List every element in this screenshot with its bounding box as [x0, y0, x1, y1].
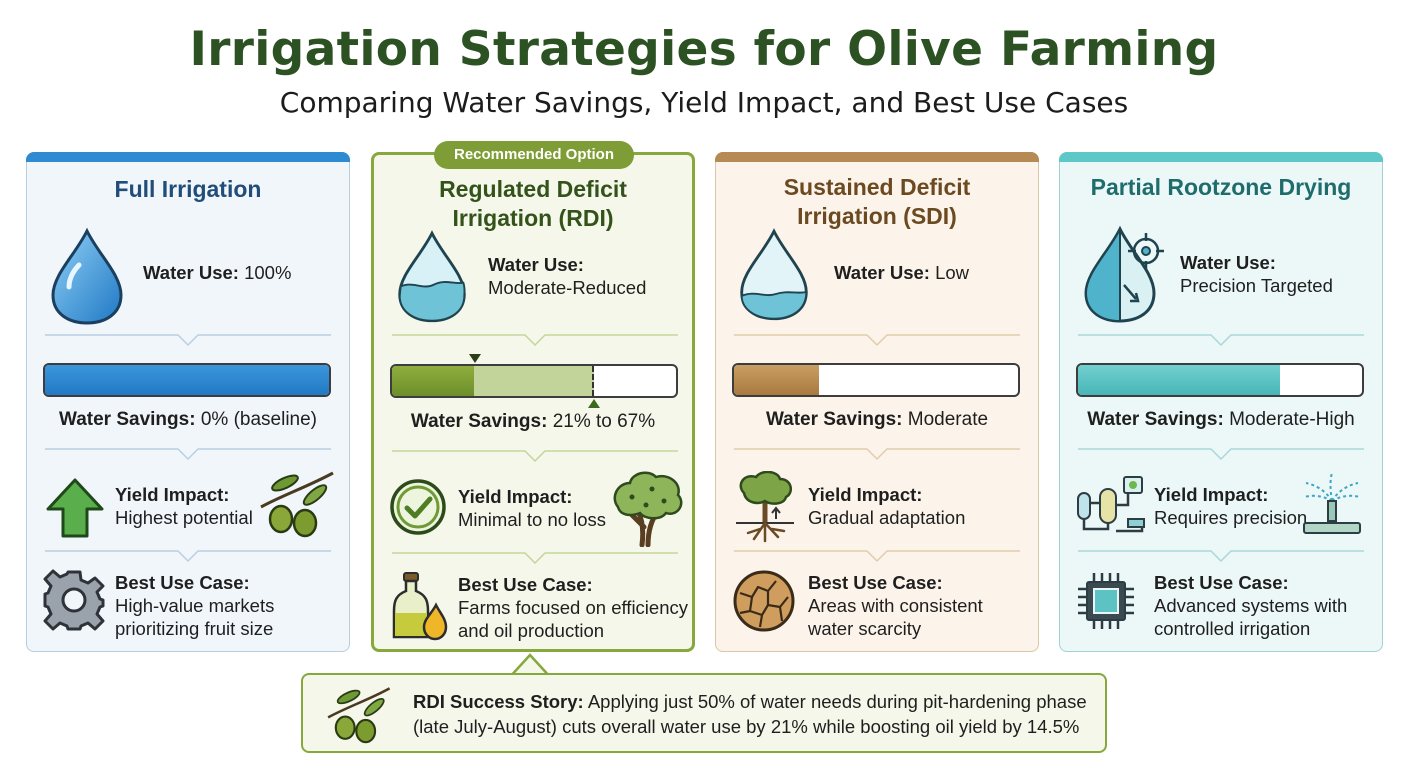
filter-system-icon — [1077, 476, 1145, 533]
card-title: Regulated Deficit Irrigation (RDI) — [439, 176, 627, 231]
water-drop-icon — [51, 227, 123, 325]
water-savings-bar — [732, 363, 1020, 397]
card-regulated-deficit-irrigation: Recommended Option Regulated Deficit Irri… — [371, 141, 695, 679]
divider — [734, 334, 1020, 347]
divider — [734, 448, 1020, 461]
divider — [45, 550, 331, 563]
water-savings-bar — [43, 363, 331, 397]
yield-impact: Yield Impact: Gradual adaptation — [808, 484, 966, 528]
water-use: Water Use: Precision Targeted — [1180, 252, 1333, 296]
sprinkler-icon — [1303, 472, 1361, 534]
divider — [734, 550, 1020, 563]
card-accent-bar — [715, 152, 1039, 162]
card-partial-rootzone-drying: Partial Rootzone Drying Water Use: Precis… — [1059, 152, 1383, 652]
water-savings: Water Savings: 21% to 67% — [410, 411, 656, 432]
card-title: Full Irrigation — [114, 176, 262, 202]
water-use: Water Use: Low — [834, 262, 970, 283]
olive-oil-bottle-icon — [392, 572, 448, 641]
divider — [392, 450, 678, 463]
olive-tree-icon — [613, 471, 683, 547]
range-marker-end-icon — [588, 399, 600, 408]
water-use: Water Use: 100% — [143, 262, 292, 283]
best-use-case: Best Use Case: Advanced systems with contr… — [1154, 572, 1348, 639]
water-savings: Water Savings: Moderate-High — [1087, 409, 1355, 430]
rdi-success-story-callout: RDI Success Story: Applying just 50% of … — [301, 673, 1107, 753]
tree-roots-icon — [736, 471, 794, 543]
yield-impact: Yield Impact: Minimal to no loss — [458, 486, 607, 530]
page-title: Irrigation Strategies for Olive Farming — [189, 22, 1219, 77]
card-title: Sustained Deficit Irrigation (SDI) — [783, 174, 971, 229]
yield-impact: Yield Impact: Highest potential — [115, 484, 253, 528]
card-accent-bar — [1059, 152, 1383, 162]
target-drop-icon — [1084, 225, 1164, 323]
yield-impact: Yield Impact: Requires precision — [1154, 484, 1308, 528]
divider — [45, 334, 331, 347]
card-full-irrigation: Full Irrigation Water Use: 100% Water Sa… — [26, 152, 350, 652]
water-savings-bar — [390, 364, 678, 398]
divider — [45, 448, 331, 461]
water-savings: Water Savings: 0% (baseline) — [58, 409, 317, 430]
card-title: Partial Rootzone Drying — [1090, 174, 1352, 200]
water-savings-bar — [1076, 363, 1364, 397]
low-water-drop-icon — [740, 228, 808, 321]
gear-icon — [43, 569, 105, 631]
card-accent-bar — [26, 152, 350, 162]
divider — [392, 552, 678, 565]
check-circle-icon — [390, 479, 446, 535]
water-savings: Water Savings: Moderate — [765, 409, 989, 430]
cracked-soil-icon — [733, 570, 795, 632]
best-use-case: Best Use Case: High-value markets prioriti… — [115, 572, 275, 639]
divider — [392, 334, 678, 347]
best-use-case: Best Use Case: Areas with consistent water… — [808, 572, 983, 639]
best-use-case: Best Use Case: Farms focused on efficienc… — [458, 574, 688, 641]
water-use: Water Use: Moderate-Reduced — [488, 254, 647, 298]
card-sustained-deficit-irrigation: Sustained Deficit Irrigation (SDI) Water … — [715, 152, 1039, 652]
olive-branch-icon — [260, 471, 334, 538]
olive-branch-icon — [327, 687, 391, 744]
microchip-icon — [1078, 573, 1134, 629]
range-marker-start-icon — [469, 354, 481, 363]
divider — [1078, 448, 1364, 461]
callout-text: RDI Success Story: Applying just 50% of … — [413, 691, 1087, 737]
divider — [1078, 550, 1364, 563]
divider — [1078, 334, 1364, 347]
up-arrow-icon — [46, 478, 104, 538]
page-subtitle: Comparing Water Savings, Yield Impact, a… — [279, 86, 1129, 119]
half-water-drop-icon — [398, 230, 466, 323]
recommended-badge: Recommended Option — [434, 141, 634, 169]
